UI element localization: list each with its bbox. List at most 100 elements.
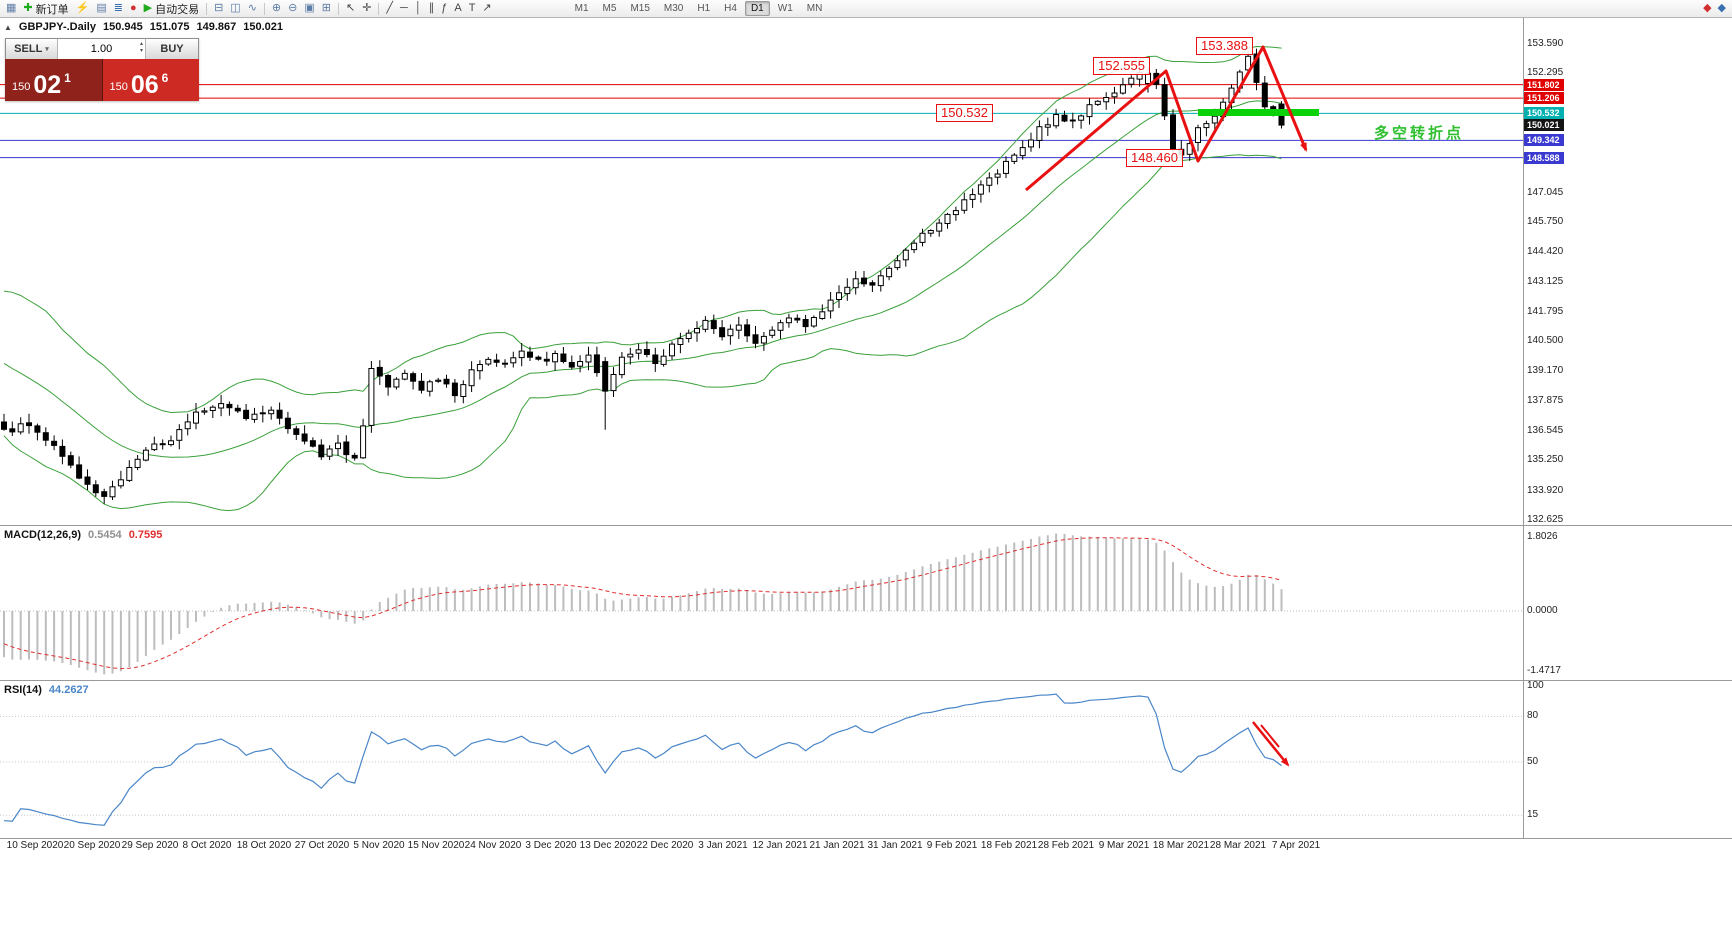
lightning-icon[interactable]: ⚡ — [75, 2, 90, 14]
rsi-axis-label: 15 — [1527, 809, 1539, 820]
rsi-arrow[interactable] — [1252, 721, 1290, 767]
news-icon[interactable]: ◆ — [1703, 2, 1712, 14]
community-icon[interactable]: ◆ — [1717, 2, 1726, 14]
sell-price-big-digits: 02 — [33, 71, 62, 100]
bull-bear-note[interactable]: 多空转折点 — [1374, 125, 1465, 142]
sell-price-button[interactable]: 150 02 1 — [5, 59, 103, 101]
horizontal-line-icon[interactable]: ─ — [400, 2, 408, 14]
toolbar-right-group: ◆ ◆ — [1703, 3, 1726, 14]
trend-arrow[interactable] — [1025, 45, 1308, 192]
crosshair-icon[interactable]: ✛ — [362, 2, 372, 14]
cursor-icon[interactable]: ↖ — [345, 2, 356, 14]
date-axis-label: 28 Feb 2021 — [1037, 840, 1095, 851]
timeframe-button-m15[interactable]: M15 — [630, 3, 650, 14]
date-axis-label: 22 Dec 2020 — [636, 840, 694, 851]
zoom-out-icon[interactable]: ⊖ — [288, 2, 298, 14]
new-order-button[interactable]: ✚ 新订单 — [23, 1, 68, 17]
macd-indicator-label: MACD(12,26,9) 0.5454 0.7595 — [4, 529, 162, 541]
trendline-icon[interactable]: ╱ — [386, 2, 394, 14]
date-axis-label: 18 Oct 2020 — [236, 840, 292, 851]
chart-close-value: 150.021 — [243, 21, 284, 33]
candlestick-icon[interactable]: ◫ — [230, 2, 241, 14]
price-annotation-box[interactable]: 152.555 — [1093, 57, 1150, 75]
date-axis-label: 29 Sep 2020 — [121, 840, 179, 851]
macd-signal-value: 0.7595 — [128, 529, 163, 541]
price-axis-label: 147.045 — [1527, 187, 1564, 198]
price-annotation-box[interactable]: 153.388 — [1196, 37, 1253, 55]
rsi-value: 44.2627 — [48, 684, 89, 696]
channel-icon[interactable]: ∥ — [428, 2, 435, 14]
new-chart-icon[interactable]: ▦ — [6, 2, 17, 14]
line-chart-icon[interactable]: ∿ — [247, 2, 257, 14]
zoom-in-icon[interactable]: ⊕ — [271, 2, 282, 14]
timeframe-button-m5[interactable]: M5 — [602, 3, 617, 14]
timeframe-button-h1[interactable]: H1 — [697, 3, 711, 14]
auto-scroll-icon[interactable]: ▣ — [304, 2, 315, 14]
buy-button[interactable]: BUY — [146, 39, 198, 59]
price-tag: 148.588 — [1524, 152, 1564, 164]
top-toolbar: ▦ ✚ 新订单 ⚡ ▤ ≣ ● ▶ 自动交易 ⊟ ◫ ∿ ⊕ ⊖ ▣ ⊞ ↖ ✛ ╱ ─ │ ∥ ƒ A T ↗ M1 M5 M15 M3… — [0, 0, 1732, 18]
volume-up-icon[interactable]: ▴ — [139, 41, 143, 47]
date-axis-label: 24 Nov 2020 — [464, 840, 522, 851]
macd-signal-line — [3, 537, 1282, 670]
timeframe-button-m30[interactable]: M30 — [663, 3, 684, 14]
date-axis-label: 28 Mar 2021 — [1209, 840, 1267, 851]
one-click-trading-panel: SELL ▾ 1.00 ▴ ▾ BUY 150 02 1 150 06 6 — [5, 38, 199, 101]
volume-down-icon[interactable]: ▾ — [139, 47, 143, 54]
volume-input[interactable]: 1.00 ▴ ▾ — [58, 39, 146, 59]
price-tag: 150.021 — [1524, 119, 1564, 131]
date-axis-label: 13 Dec 2020 — [579, 840, 637, 851]
rsi-arrow-tail[interactable] — [1260, 724, 1280, 748]
rsi-axis-label: 100 — [1527, 680, 1544, 691]
chart-high-value: 151.075 — [149, 21, 190, 33]
volume-value: 1.00 — [90, 43, 113, 55]
rsi-line — [3, 693, 1282, 826]
bollinger-middle-band — [3, 100, 1282, 458]
timeframe-button-h4[interactable]: H4 — [724, 3, 737, 14]
rsi-axis-label: 50 — [1527, 756, 1539, 767]
macd-histogram — [3, 533, 1283, 675]
depth-of-market-icon[interactable]: ≣ — [113, 2, 123, 14]
arrow-object-icon[interactable]: ↗ — [482, 2, 492, 14]
fibonacci-icon[interactable]: ƒ — [441, 2, 448, 14]
date-axis-label: 8 Oct 2020 — [182, 840, 232, 851]
buy-price-prefix: 150 — [109, 81, 128, 93]
toolbar-separator — [337, 2, 339, 15]
bollinger-upper-band — [3, 45, 1282, 414]
candlesticks[interactable] — [1, 48, 1285, 504]
buy-price-pip: 6 — [161, 71, 169, 85]
price-annotation-box[interactable]: 148.460 — [1126, 149, 1183, 167]
chart-window-icon[interactable]: ▤ — [96, 2, 107, 14]
autotrading-button[interactable]: ▶ 自动交易 — [144, 1, 199, 17]
alert-icon[interactable]: ● — [129, 2, 137, 14]
timeframe-button-d1[interactable]: D1 — [744, 1, 770, 16]
date-axis-label: 3 Jan 2021 — [698, 840, 748, 851]
macd-axis-label: -1.4717 — [1527, 665, 1561, 676]
date-axis-label: 9 Feb 2021 — [926, 840, 978, 851]
sell-button-label: SELL — [14, 43, 43, 55]
macd-name: MACD(12,26,9) — [4, 529, 82, 541]
price-annotation-box[interactable]: 150.532 — [936, 104, 993, 122]
chart-shift-icon[interactable]: ⊞ — [321, 2, 331, 14]
price-axis-label: 145.750 — [1527, 216, 1564, 227]
date-axis-label: 5 Nov 2020 — [353, 840, 405, 851]
chart-open-value: 150.945 — [102, 21, 143, 33]
buy-price-button[interactable]: 150 06 6 — [102, 59, 199, 101]
label-icon[interactable]: T — [468, 2, 476, 14]
text-icon[interactable]: A — [454, 2, 462, 14]
sell-button[interactable]: SELL ▾ — [6, 39, 58, 59]
timeframe-button-mn[interactable]: MN — [806, 3, 823, 14]
bar-chart-icon[interactable]: ⊟ — [214, 2, 224, 14]
timeframe-button-m1[interactable]: M1 — [574, 3, 589, 14]
support-highlight-bar[interactable] — [1198, 109, 1319, 116]
sell-price-prefix: 150 — [12, 81, 31, 93]
price-axis-label: 153.590 — [1527, 38, 1564, 49]
vertical-line-icon[interactable]: │ — [414, 2, 422, 14]
one-click-panel-toggle[interactable]: ▲ — [4, 22, 12, 32]
price-tag: 149.342 — [1524, 134, 1564, 146]
bollinger-lower-band — [3, 154, 1282, 512]
date-axis-label: 10 Sep 2020 — [6, 840, 64, 851]
timeframe-button-w1[interactable]: W1 — [777, 3, 793, 14]
rsi-name: RSI(14) — [4, 684, 42, 696]
